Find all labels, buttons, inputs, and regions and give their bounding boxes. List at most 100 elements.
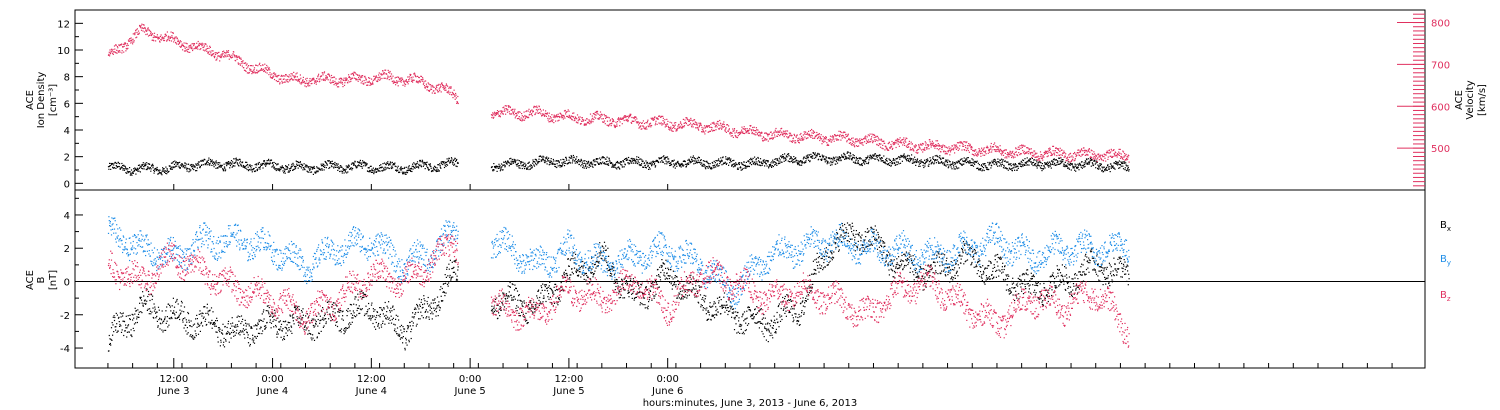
- top-point: [132, 171, 134, 173]
- top-point: [775, 163, 777, 165]
- top-point: [338, 81, 340, 83]
- top-point: [771, 166, 773, 168]
- top-point: [490, 114, 493, 116]
- top-point: [668, 128, 670, 130]
- top-point: [512, 162, 514, 164]
- top-point: [360, 82, 362, 84]
- top-point: [318, 73, 320, 75]
- top-point: [911, 154, 913, 156]
- top-point: [163, 168, 165, 170]
- top-point: [935, 145, 937, 147]
- bottom-panel-frame: [74, 189, 1426, 369]
- top-point: [305, 164, 307, 166]
- top-point: [276, 164, 278, 166]
- top-point: [351, 73, 353, 75]
- top-point: [428, 163, 430, 165]
- top-point: [117, 50, 119, 52]
- top-point: [900, 154, 902, 157]
- top-point: [926, 158, 929, 160]
- top-point: [601, 118, 603, 120]
- top-point: [372, 81, 374, 83]
- top-point: [817, 152, 819, 154]
- top-point: [779, 133, 782, 136]
- top-point: [207, 51, 209, 53]
- top-point: [233, 158, 235, 160]
- top-point: [664, 158, 666, 160]
- top-point: [876, 157, 878, 159]
- top-point: [799, 139, 802, 141]
- top-point: [620, 117, 622, 119]
- top-point: [859, 157, 861, 159]
- top-point: [1102, 167, 1104, 169]
- top-point: [586, 166, 588, 168]
- top-point: [301, 163, 303, 165]
- top-point: [228, 58, 230, 60]
- top-point: [896, 158, 898, 160]
- top-point: [410, 170, 412, 172]
- top-point: [176, 162, 178, 164]
- top-point: [844, 131, 846, 133]
- top-point: [617, 118, 619, 120]
- top-point: [569, 157, 571, 159]
- top-point: [607, 160, 609, 162]
- top-point: [906, 146, 908, 148]
- top-point: [272, 165, 274, 167]
- top-point: [118, 45, 120, 47]
- top-point: [397, 76, 399, 78]
- top-point: [392, 75, 394, 77]
- top-point: [423, 164, 425, 166]
- top-point: [579, 161, 581, 163]
- top-point: [584, 124, 586, 126]
- top-point: [981, 170, 983, 172]
- top-point: [114, 162, 116, 164]
- top-point: [825, 136, 827, 138]
- top-point: [776, 135, 779, 137]
- top-point: [361, 80, 363, 82]
- top-point: [1097, 167, 1099, 169]
- top-point: [186, 43, 188, 45]
- top-point: [414, 73, 416, 75]
- top-point: [190, 169, 192, 171]
- top-point: [239, 162, 241, 164]
- top-point: [273, 167, 275, 169]
- top-point: [532, 111, 534, 113]
- top-point: [190, 46, 192, 48]
- top-point: [407, 83, 409, 85]
- top-point: [800, 137, 802, 139]
- top-point: [821, 154, 823, 156]
- top-point: [295, 165, 297, 167]
- top-point: [219, 162, 221, 164]
- top-point: [827, 139, 829, 141]
- top-point: [181, 163, 183, 165]
- top-point: [794, 134, 796, 137]
- top-point: [818, 153, 820, 155]
- top-point: [280, 166, 282, 168]
- top-point: [310, 171, 312, 173]
- top-point: [505, 160, 507, 162]
- top-point: [548, 121, 550, 123]
- top-point: [721, 160, 723, 162]
- top-point: [885, 145, 887, 147]
- top-point: [143, 27, 145, 30]
- top-point: [988, 163, 990, 165]
- top-point: [788, 136, 790, 138]
- top-point: [366, 164, 368, 166]
- top-point: [576, 122, 578, 124]
- top-point: [300, 163, 302, 165]
- top-point: [803, 156, 805, 158]
- top-point: [589, 113, 592, 115]
- top-point: [124, 168, 126, 170]
- top-point: [173, 39, 176, 41]
- top-point: [415, 165, 417, 167]
- top-point: [879, 139, 881, 141]
- top-point: [538, 106, 540, 108]
- top-point: [198, 164, 200, 166]
- top-point: [552, 163, 554, 165]
- top-point: [1032, 164, 1034, 167]
- top-point: [159, 41, 161, 43]
- top-point: [751, 159, 753, 161]
- top-point: [1027, 161, 1029, 163]
- top-point: [149, 163, 151, 165]
- top-point: [639, 164, 641, 167]
- top-point: [416, 162, 418, 165]
